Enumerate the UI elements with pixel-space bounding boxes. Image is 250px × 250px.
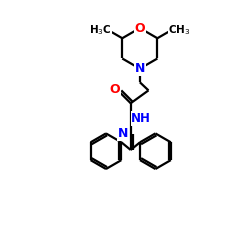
Text: CH$_3$: CH$_3$ xyxy=(168,23,191,37)
Text: N: N xyxy=(135,62,145,75)
Text: O: O xyxy=(134,22,145,35)
Text: H$_3$C: H$_3$C xyxy=(89,23,111,37)
Text: N: N xyxy=(118,128,128,140)
Text: NH: NH xyxy=(131,112,151,125)
Text: O: O xyxy=(110,83,120,96)
